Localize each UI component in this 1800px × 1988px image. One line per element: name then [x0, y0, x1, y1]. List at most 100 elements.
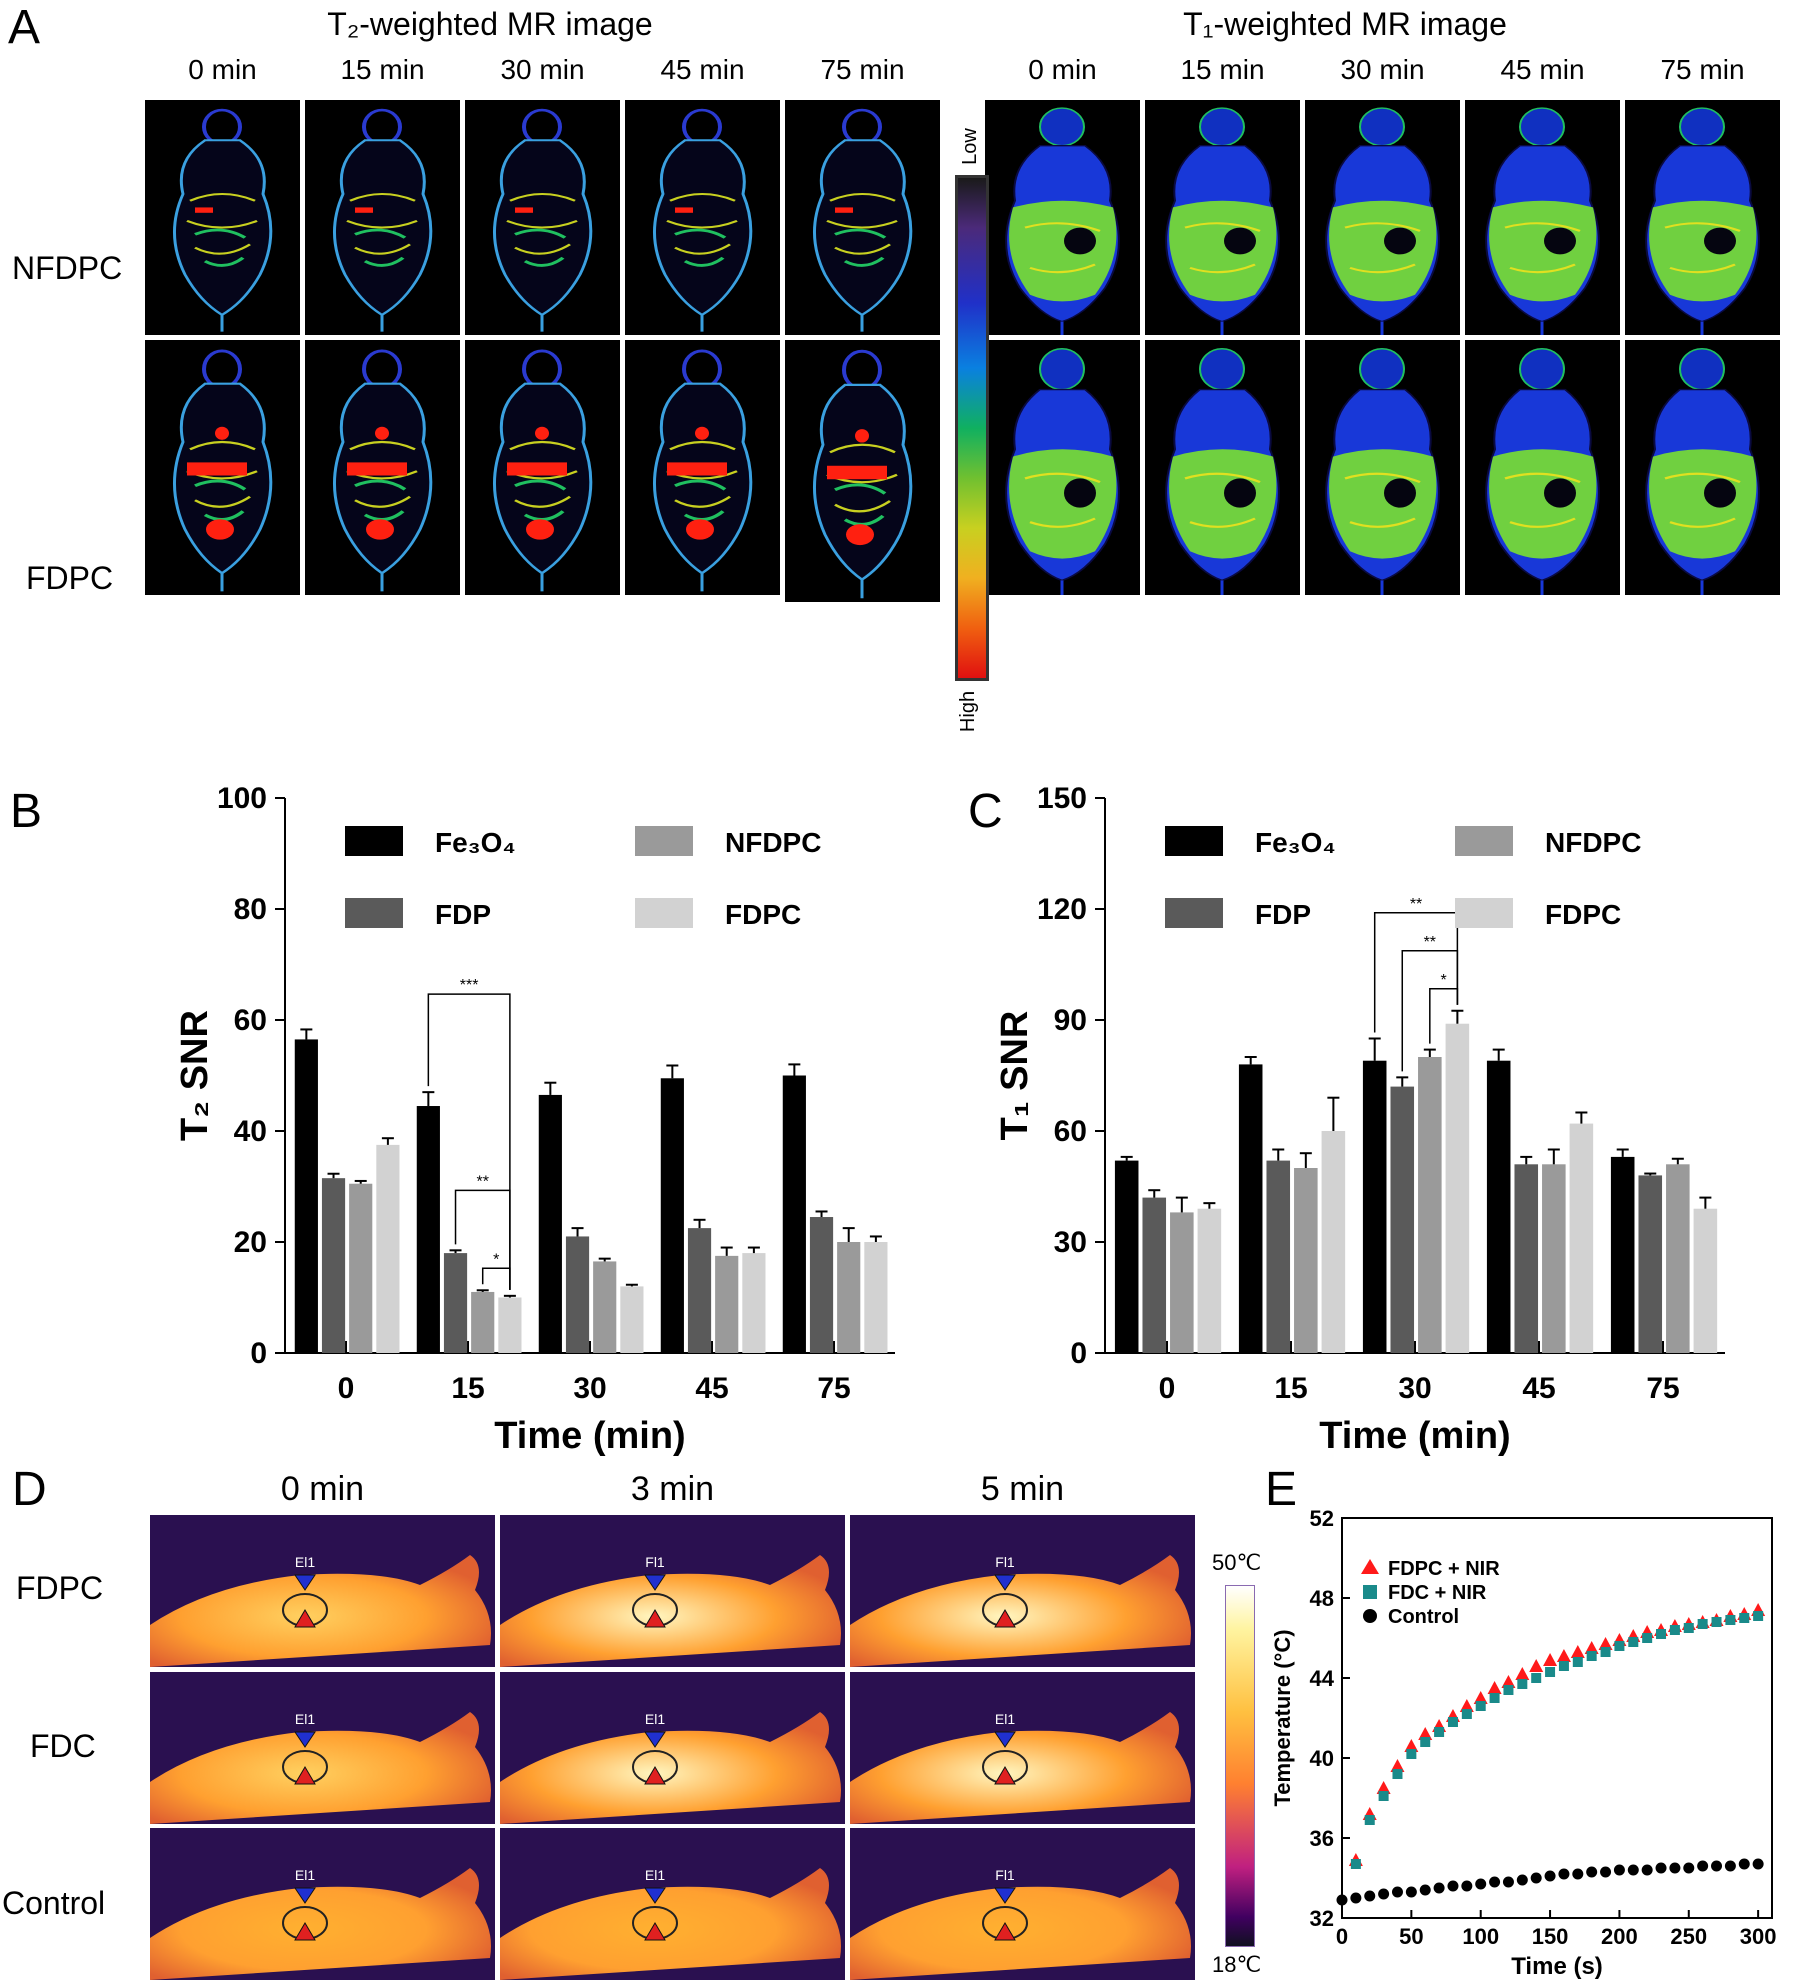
bar	[864, 1242, 888, 1353]
y-tick-label: 80	[234, 893, 267, 926]
legend-marker	[1361, 1559, 1379, 1574]
data-point-control	[1724, 1860, 1736, 1872]
bar	[1170, 1212, 1194, 1353]
t2-time-label: 0 min	[188, 54, 257, 85]
x-tick-label: 300	[1740, 1924, 1777, 1949]
data-point-fdc-nir	[1489, 1693, 1500, 1703]
colorbar-low-label: Low	[958, 128, 981, 165]
data-point-control	[1350, 1892, 1362, 1904]
data-point-control	[1461, 1880, 1473, 1892]
data-point-control	[1433, 1882, 1445, 1894]
bar	[565, 1236, 590, 1353]
thermal-image: Fl1	[500, 1515, 845, 1667]
data-point-control	[1530, 1872, 1542, 1884]
legend-label: FDPC	[1545, 899, 1621, 930]
bar	[1418, 1057, 1442, 1353]
data-point-fdpc-nir	[1529, 1659, 1544, 1672]
bar	[715, 1255, 739, 1353]
t1-mri-image	[1465, 340, 1620, 595]
data-point-fdc-nir	[1642, 1633, 1653, 1643]
roi-label: El1	[295, 1554, 315, 1570]
data-point-fdpc-nir	[1487, 1681, 1502, 1694]
data-point-fdc-nir	[1420, 1737, 1431, 1747]
data-point-fdc-nir	[1697, 1619, 1708, 1629]
colorbar-high-label: High	[957, 690, 980, 733]
legend-label: Control	[1388, 1606, 1459, 1628]
bar	[1197, 1208, 1222, 1353]
data-point-fdc-nir	[1572, 1657, 1583, 1667]
panel-letter-e: E	[1265, 1463, 1298, 1516]
x-tick-label: 15	[1274, 1372, 1307, 1405]
t1-time-label: 75 min	[1660, 54, 1745, 85]
data-point-control	[1502, 1876, 1514, 1888]
temperature-scatter-chart: 32 36 40 44 48 52 0 50 100 150 200 250 300 FDPC + NIR…	[1270, 1506, 1777, 1980]
roi-label: El1	[295, 1711, 315, 1727]
y-tick-label: 150	[1037, 782, 1087, 815]
x-axis-label: Time (min)	[494, 1415, 685, 1457]
bar	[471, 1291, 495, 1353]
bar	[1445, 1023, 1470, 1353]
legend-swatch	[345, 826, 403, 856]
data-point-control	[1697, 1860, 1709, 1872]
bar	[782, 1075, 806, 1353]
t2-time-label: 75 min	[820, 54, 905, 85]
bar	[1514, 1164, 1539, 1353]
t1-mri-image	[1625, 100, 1780, 335]
data-point-control	[1752, 1858, 1764, 1870]
data-point-control	[1405, 1886, 1417, 1898]
bar	[809, 1217, 834, 1353]
data-point-fdc-nir	[1392, 1769, 1403, 1779]
legend-swatch	[635, 898, 693, 928]
bar	[376, 1144, 400, 1353]
t2-mri-image	[145, 100, 300, 335]
data-point-fdpc-nir	[1570, 1645, 1585, 1658]
bar	[1142, 1197, 1167, 1353]
x-tick-label: 50	[1399, 1924, 1423, 1949]
legend-label: FDC + NIR	[1388, 1582, 1487, 1604]
row-label-fdpc-thermal: FDPC	[16, 1570, 104, 1606]
data-point-control	[1475, 1878, 1487, 1890]
data-point-control	[1489, 1876, 1501, 1888]
data-point-fdpc-nir	[1376, 1781, 1391, 1794]
data-point-fdpc-nir	[1515, 1667, 1530, 1680]
legend-label: NFDPC	[725, 827, 821, 858]
y-tick-label: 30	[1054, 1226, 1087, 1259]
thermal-time-label: 5 min	[980, 1470, 1065, 1508]
roi-label: Fl1	[995, 1867, 1015, 1883]
bar	[538, 1094, 562, 1353]
data-point-control	[1738, 1858, 1750, 1870]
t2-mri-image	[305, 340, 460, 595]
y-tick-label: 60	[1054, 1115, 1087, 1148]
legend-label: FDPC + NIR	[1388, 1558, 1500, 1580]
y-tick-label: 44	[1310, 1666, 1335, 1691]
t1-mri-image	[1465, 100, 1620, 335]
data-point-fdc-nir	[1711, 1617, 1722, 1627]
data-point-fdpc-nir	[1404, 1739, 1419, 1752]
data-point-fdpc-nir	[1598, 1637, 1613, 1650]
significance-label: **	[1424, 934, 1436, 951]
thermal-image: El1	[500, 1672, 845, 1824]
t1-mri-image	[1305, 100, 1460, 335]
t1-time-label: 15 min	[1180, 54, 1265, 85]
row-label-nfdpc: NFDPC	[12, 250, 123, 286]
roi-label: Fl1	[995, 1554, 1015, 1570]
x-tick-label: 250	[1670, 1924, 1707, 1949]
x-axis-label: Time (s)	[1511, 1953, 1603, 1980]
significance-bracket	[1401, 950, 1459, 1072]
bar	[660, 1078, 684, 1353]
panel-letter-d: D	[12, 1463, 47, 1516]
data-point-control	[1641, 1864, 1653, 1876]
plot-frame	[1341, 1517, 1773, 1919]
significance-label: *	[493, 1251, 499, 1268]
x-axis-label: Time (min)	[1319, 1415, 1510, 1457]
t1-time-label: 0 min	[1028, 54, 1097, 85]
significance-bracket	[427, 993, 511, 1290]
t2-mri-image	[145, 340, 300, 595]
thermal-time-label: 0 min	[280, 1470, 365, 1508]
bar	[294, 1039, 318, 1353]
significance-bracket	[454, 1189, 511, 1290]
data-point-fdpc-nir	[1543, 1653, 1558, 1666]
data-point-fdc-nir	[1683, 1623, 1694, 1633]
panel-letter-a: A	[8, 1, 41, 54]
panel-letter-b: B	[10, 785, 43, 838]
